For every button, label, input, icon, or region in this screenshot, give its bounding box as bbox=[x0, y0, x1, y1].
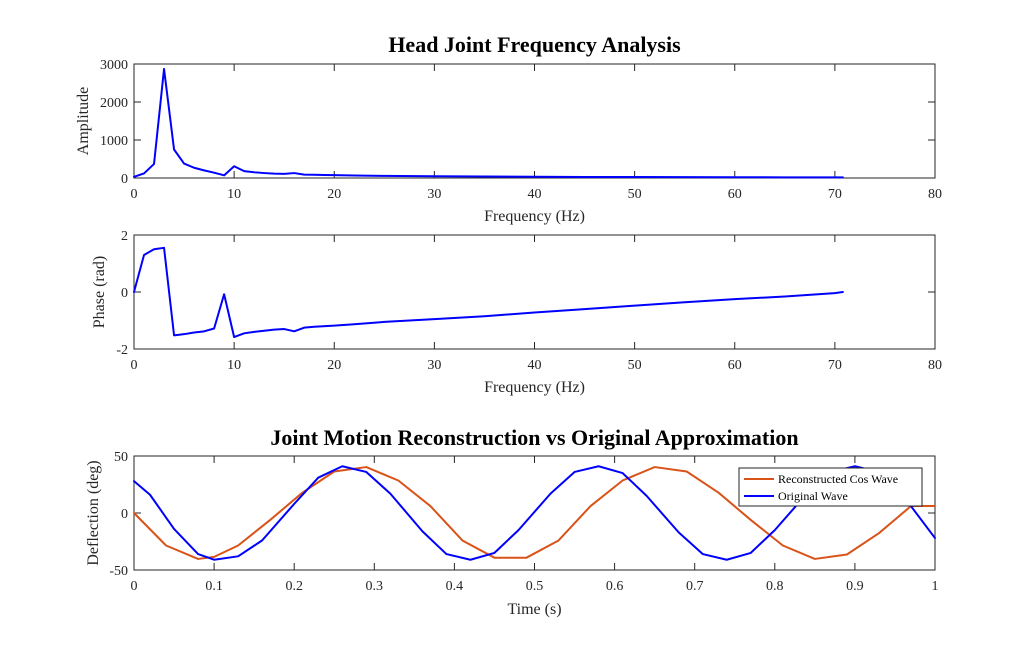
legend-label-reconstructed: Reconstructed Cos Wave bbox=[778, 472, 898, 486]
amplitude-series-amplitude bbox=[133, 67, 844, 179]
phase-xtick-label: 70 bbox=[828, 358, 842, 373]
phase-ticks: 0 10 20 30 40 50 60 70 80-202 bbox=[116, 229, 942, 373]
legend-box bbox=[738, 467, 923, 507]
deflection-ylabel: Deflection (deg) bbox=[85, 460, 102, 565]
phase-ytick-label: -2 bbox=[116, 343, 128, 358]
deflection-ytick-label: -50 bbox=[109, 564, 128, 579]
deflection-xtick-label: 0.7 bbox=[686, 579, 704, 594]
amplitude-ytick-label: 1000 bbox=[100, 134, 128, 149]
amplitude-ytick-label: 2000 bbox=[100, 96, 128, 111]
deflection-xtick-label: 0.2 bbox=[285, 579, 303, 594]
phase-xtick-label: 40 bbox=[528, 358, 542, 373]
phase-xtick-label: 80 bbox=[928, 358, 942, 373]
phase-ytick-label: 0 bbox=[121, 286, 128, 301]
legend-label-original: Original Wave bbox=[778, 489, 848, 503]
deflection-xtick-label: 0.3 bbox=[366, 579, 384, 594]
amplitude-xtick-label: 30 bbox=[427, 187, 441, 202]
amplitude-axes: 0 10 20 30 40 50 60 70 80 0 1000 2000 3000 Head Join… bbox=[75, 32, 942, 225]
phase-xtick-label: 50 bbox=[628, 358, 642, 373]
amplitude-xtick-label: 40 bbox=[528, 187, 542, 202]
phase-series-phase bbox=[133, 246, 844, 339]
deflection-xtick-label: 0.5 bbox=[526, 579, 544, 594]
phase-ylabel: Phase (rad) bbox=[91, 256, 108, 328]
deflection-xlabel: Time (s) bbox=[507, 601, 561, 618]
amplitude-xtick-label: 60 bbox=[728, 187, 742, 202]
phase-axes: 0 10 20 30 40 50 60 70 80-202 Frequency (Hz) Pha… bbox=[91, 229, 942, 396]
deflection-ytick-label: 50 bbox=[114, 450, 128, 465]
amplitude-ytick-label: 3000 bbox=[100, 58, 128, 73]
phase-xtick-label: 10 bbox=[227, 358, 241, 373]
phase-xtick-label: 30 bbox=[427, 358, 441, 373]
phase-xlabel: Frequency (Hz) bbox=[484, 379, 585, 396]
amplitude-xtick-label: 0 bbox=[131, 187, 138, 202]
amplitude-ytick-label: 0 bbox=[121, 172, 128, 187]
amplitude-ylabel: Amplitude bbox=[75, 87, 92, 155]
deflection-xtick-label: 0.1 bbox=[205, 579, 223, 594]
phase-xtick-label: 60 bbox=[728, 358, 742, 373]
amplitude-ticks: 0 10 20 30 40 50 60 70 80 0 1000 2000 3000 bbox=[100, 58, 942, 202]
amplitude-xtick-label: 10 bbox=[227, 187, 241, 202]
deflection-xtick-label: 0.6 bbox=[606, 579, 624, 594]
deflection-series-reconstructed-cos-wave bbox=[133, 466, 936, 560]
amplitude-xtick-label: 70 bbox=[828, 187, 842, 202]
deflection-xtick-label: 1 bbox=[932, 579, 939, 594]
deflection-title: Joint Motion Reconstruction vs Original … bbox=[270, 425, 798, 450]
amplitude-xtick-label: 20 bbox=[327, 187, 341, 202]
legend: Reconstructed Cos Wave Original Wave bbox=[738, 467, 923, 507]
phase-xtick-label: 20 bbox=[327, 358, 341, 373]
amplitude-series bbox=[133, 67, 844, 179]
deflection-xtick-label: 0.9 bbox=[846, 579, 864, 594]
amplitude-xtick-label: 80 bbox=[928, 187, 942, 202]
phase-ytick-label: 2 bbox=[121, 229, 128, 244]
deflection-xtick-label: 0.4 bbox=[446, 579, 464, 594]
amplitude-xlabel: Frequency (Hz) bbox=[484, 208, 585, 225]
amplitude-xtick-label: 50 bbox=[628, 187, 642, 202]
deflection-ytick-label: 0 bbox=[121, 507, 128, 522]
deflection-xtick-label: 0.8 bbox=[766, 579, 784, 594]
deflection-xtick-label: 0 bbox=[131, 579, 138, 594]
phase-xtick-label: 0 bbox=[131, 358, 138, 373]
amplitude-plot-box bbox=[133, 63, 936, 179]
phase-series bbox=[133, 246, 844, 339]
figure-title: Head Joint Frequency Analysis bbox=[388, 32, 681, 57]
